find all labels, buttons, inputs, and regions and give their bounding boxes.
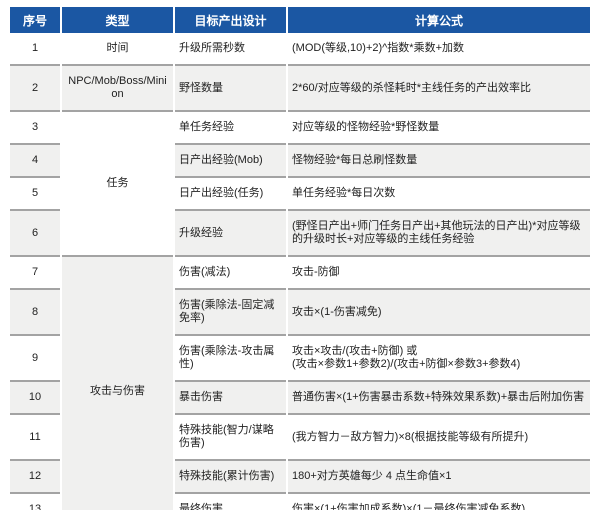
cell-design: 最终伤害 — [175, 494, 286, 510]
cell-no: 13 — [10, 494, 60, 510]
table-row: 13 最终伤害 伤害×(1+伤害加成系数)×(1－最终伤害减免系数) — [10, 494, 590, 510]
cell-design: 日产出经验(Mob) — [175, 145, 286, 178]
cell-no: 1 — [10, 33, 60, 66]
cell-formula: 180+对方英雄每少 4 点生命值×1 — [288, 461, 590, 494]
table-row: 9 伤害(乘除法-攻击属性) 攻击×攻击/(攻击+防御) 或 (攻击×参数1+参… — [10, 336, 590, 382]
cell-no: 12 — [10, 461, 60, 494]
cell-formula: 攻击×攻击/(攻击+防御) 或 (攻击×参数1+参数2)/(攻击+防御×参数3+… — [288, 336, 590, 382]
cell-design: 伤害(乘除法-攻击属性) — [175, 336, 286, 382]
cell-formula: 普通伤害×(1+伤害暴击系数+特殊效果系数)+暴击后附加伤害 — [288, 382, 590, 415]
cell-no: 3 — [10, 112, 60, 145]
table-row: 5 日产出经验(任务) 单任务经验*每日次数 — [10, 178, 590, 211]
table-header: 序号 类型 目标产出设计 计算公式 — [10, 7, 590, 33]
cell-design: 单任务经验 — [175, 112, 286, 145]
table-row: 4 日产出经验(Mob) 怪物经验*每日总刷怪数量 — [10, 145, 590, 178]
output-design-table: 序号 类型 目标产出设计 计算公式 1 时间 升级所需秒数 (MOD(等级,10… — [8, 7, 592, 510]
column-header-design: 目标产出设计 — [175, 7, 286, 33]
table-row: 12 特殊技能(累计伤害) 180+对方英雄每少 4 点生命值×1 — [10, 461, 590, 494]
cell-type-merged-task: 任务 — [62, 112, 173, 257]
cell-formula: 怪物经验*每日总刷怪数量 — [288, 145, 590, 178]
cell-type-merged-attack-damage: 攻击与伤害 — [62, 257, 173, 510]
table-row: 8 伤害(乘除法-固定减免率) 攻击×(1-伤害减免) — [10, 290, 590, 336]
column-header-type: 类型 — [62, 7, 173, 33]
cell-no: 8 — [10, 290, 60, 336]
cell-formula: 单任务经验*每日次数 — [288, 178, 590, 211]
cell-type: NPC/Mob/Boss/Minion — [62, 66, 173, 112]
cell-no: 9 — [10, 336, 60, 382]
cell-type: 时间 — [62, 33, 173, 66]
cell-formula: (野怪日产出+师门任务日产出+其他玩法的日产出)*对应等级的升级时长+对应等级的… — [288, 211, 590, 257]
cell-formula: 攻击-防御 — [288, 257, 590, 290]
cell-no: 7 — [10, 257, 60, 290]
cell-no: 10 — [10, 382, 60, 415]
cell-no: 11 — [10, 415, 60, 461]
header-row: 序号 类型 目标产出设计 计算公式 — [10, 7, 590, 33]
cell-design: 升级经验 — [175, 211, 286, 257]
table-row: 7 攻击与伤害 伤害(减法) 攻击-防御 — [10, 257, 590, 510]
cell-formula: 对应等级的怪物经验*野怪数量 — [288, 112, 590, 145]
table-row: 2 NPC/Mob/Boss/Minion 野怪数量 2*60/对应等级的杀怪耗… — [10, 66, 590, 112]
table-row: 1 时间 升级所需秒数 (MOD(等级,10)+2)^指数*乘数+加数 — [10, 33, 590, 66]
column-header-no: 序号 — [10, 7, 60, 33]
cell-formula: 攻击×(1-伤害减免) — [288, 290, 590, 336]
cell-design: 升级所需秒数 — [175, 33, 286, 66]
cell-design: 野怪数量 — [175, 66, 286, 112]
cell-no: 2 — [10, 66, 60, 112]
cell-no: 4 — [10, 145, 60, 178]
cell-formula: (我方智力－敌方智力)×8(根据技能等级有所提升) — [288, 415, 590, 461]
cell-design: 特殊技能(累计伤害) — [175, 461, 286, 494]
column-header-formula: 计算公式 — [288, 7, 590, 33]
cell-no: 5 — [10, 178, 60, 211]
table-row: 10 暴击伤害 普通伤害×(1+伤害暴击系数+特殊效果系数)+暴击后附加伤害 — [10, 382, 590, 415]
table-row: 11 特殊技能(智力/谋略伤害) (我方智力－敌方智力)×8(根据技能等级有所提… — [10, 415, 590, 461]
cell-design: 特殊技能(智力/谋略伤害) — [175, 415, 286, 461]
table-row: 3 任务 单任务经验 对应等级的怪物经验*野怪数量 — [10, 112, 590, 257]
table-row: 6 升级经验 (野怪日产出+师门任务日产出+其他玩法的日产出)*对应等级的升级时… — [10, 211, 590, 257]
cell-design: 伤害(减法) — [175, 257, 286, 290]
table-body: 1 时间 升级所需秒数 (MOD(等级,10)+2)^指数*乘数+加数 2 NP… — [10, 33, 590, 510]
cell-formula: (MOD(等级,10)+2)^指数*乘数+加数 — [288, 33, 590, 66]
cell-formula: 伤害×(1+伤害加成系数)×(1－最终伤害减免系数) — [288, 494, 590, 510]
cell-design: 暴击伤害 — [175, 382, 286, 415]
cell-design: 日产出经验(任务) — [175, 178, 286, 211]
cell-design: 伤害(乘除法-固定减免率) — [175, 290, 286, 336]
cell-formula: 2*60/对应等级的杀怪耗时*主线任务的产出效率比 — [288, 66, 590, 112]
cell-no: 6 — [10, 211, 60, 257]
